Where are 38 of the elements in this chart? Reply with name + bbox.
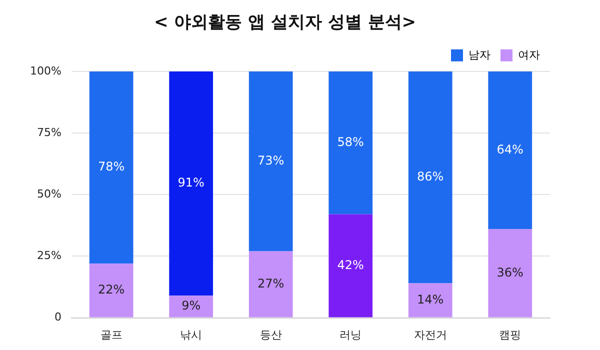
data-label: 73% (258, 153, 284, 168)
y-tick-label: 75% (36, 126, 62, 139)
bar (408, 71, 452, 284)
y-tick-label: 100% (30, 64, 62, 78)
data-label: 36% (496, 265, 524, 280)
y-tick-label: 50% (36, 187, 62, 200)
data-label: 27% (258, 276, 284, 290)
y-tick-label: 25% (36, 249, 62, 262)
data-label: 86% (417, 169, 444, 184)
x-tick-label: 러닝 (340, 328, 362, 342)
x-tick-label: 등산 (260, 328, 282, 342)
bar (169, 71, 214, 296)
data-label: 78% (98, 160, 125, 174)
bar (328, 71, 373, 214)
bar (488, 229, 532, 318)
data-label: 14% (417, 292, 444, 306)
x-tick-label: 골프 (100, 328, 122, 342)
bar (169, 296, 214, 318)
x-tick-label: 캠핑 (499, 328, 522, 342)
bar (89, 264, 134, 318)
x-tick-label: 자전거 (414, 328, 447, 342)
bar (328, 214, 373, 318)
data-label: 22% (98, 282, 125, 297)
y-tick-label: 0 (54, 310, 62, 324)
legend-label: 여자 (518, 48, 540, 62)
data-label: 64% (496, 142, 524, 156)
data-label: 9% (182, 298, 201, 313)
bar (248, 71, 293, 252)
bar (408, 283, 452, 318)
bar (248, 251, 293, 318)
bar (488, 71, 532, 230)
legend-label: 남자 (468, 48, 490, 62)
data-label: 91% (178, 176, 204, 190)
data-label: 58% (337, 134, 364, 149)
chart-title: < 야외활동 앱 설치자 성별 분석> (154, 12, 416, 33)
bar (89, 71, 134, 264)
x-tick-label: 낚시 (180, 328, 202, 342)
data-label: 42% (337, 258, 364, 272)
